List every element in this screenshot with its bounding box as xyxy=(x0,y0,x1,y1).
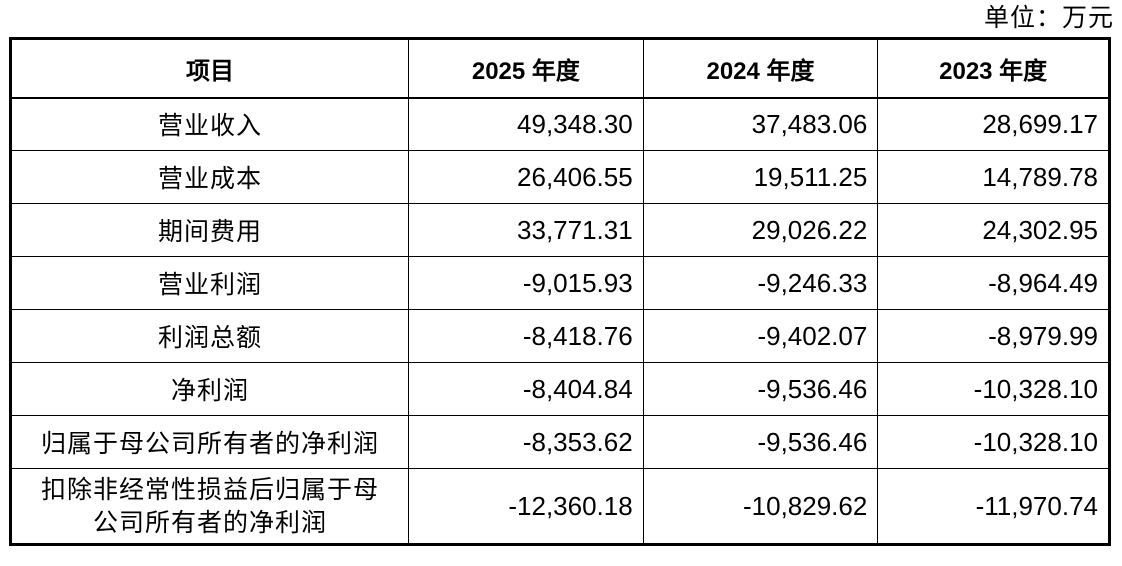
value-cell: -9,536.46 xyxy=(642,362,879,416)
unit-label: 单位：万元 xyxy=(983,3,1114,32)
value-cell: -10,328.10 xyxy=(877,362,1110,416)
row-label: 营业收入 xyxy=(9,97,410,151)
value-cell: 24,302.95 xyxy=(877,203,1110,257)
value-cell: -12,360.18 xyxy=(408,468,644,545)
table-row: 营业利润 -9,015.93 -9,246.33 -8,964.49 xyxy=(9,256,1110,310)
column-header-item: 项目 xyxy=(9,38,410,99)
row-label: 期间费用 xyxy=(9,203,410,257)
row-label-line-1: 扣除非经常性损益后归属于母 xyxy=(41,475,380,504)
value-cell: 29,026.22 xyxy=(642,203,879,257)
table-row: 净利润 -8,404.84 -9,536.46 -10,328.10 xyxy=(9,362,1110,416)
value-cell: 19,511.25 xyxy=(642,150,879,204)
table-row: 归属于母公司所有者的净利润 -8,353.62 -9,536.46 -10,32… xyxy=(9,415,1110,469)
value-cell: -8,404.84 xyxy=(408,362,644,416)
value-cell: 33,771.31 xyxy=(408,203,644,257)
value-cell: -10,829.62 xyxy=(642,468,879,545)
column-header-2025: 2025 年度 xyxy=(408,38,644,99)
value-cell: -9,536.46 xyxy=(642,415,879,469)
value-cell: 26,406.55 xyxy=(408,150,644,204)
value-cell: 14,789.78 xyxy=(877,150,1110,204)
row-label: 净利润 xyxy=(9,362,410,416)
value-cell: 37,483.06 xyxy=(642,97,879,151)
table-header-row: 项目 2025 年度 2024 年度 2023 年度 xyxy=(9,38,1110,99)
row-label: 利润总额 xyxy=(9,309,410,363)
row-label: 归属于母公司所有者的净利润 xyxy=(9,415,410,469)
table-row: 营业成本 26,406.55 19,511.25 14,789.78 xyxy=(9,150,1110,204)
value-cell: 28,699.17 xyxy=(877,97,1110,151)
value-cell: 49,348.30 xyxy=(408,97,644,151)
table-row: 利润总额 -8,418.76 -9,402.07 -8,979.99 xyxy=(9,309,1110,363)
row-label: 扣除非经常性损益后归属于母 公司所有者的净利润 xyxy=(9,468,410,545)
column-header-2023: 2023 年度 xyxy=(877,38,1110,99)
financial-table: 项目 2025 年度 2024 年度 2023 年度 营业收入 49,348.3… xyxy=(9,37,1111,546)
value-cell: -8,979.99 xyxy=(877,309,1110,363)
value-cell: -9,246.33 xyxy=(642,256,879,310)
table-row: 营业收入 49,348.30 37,483.06 28,699.17 xyxy=(9,97,1110,151)
value-cell: -9,015.93 xyxy=(408,256,644,310)
column-header-2024: 2024 年度 xyxy=(642,38,879,99)
value-cell: -8,353.62 xyxy=(408,415,644,469)
value-cell: -9,402.07 xyxy=(642,309,879,363)
value-cell: -8,964.49 xyxy=(877,256,1110,310)
value-cell: -8,418.76 xyxy=(408,309,644,363)
value-cell: -11,970.74 xyxy=(877,468,1110,545)
row-label-line-2: 公司所有者的净利润 xyxy=(93,508,328,537)
row-label: 营业利润 xyxy=(9,256,410,310)
row-label: 营业成本 xyxy=(9,150,410,204)
table-row: 期间费用 33,771.31 29,026.22 24,302.95 xyxy=(9,203,1110,257)
value-cell: -10,328.10 xyxy=(877,415,1110,469)
table-row: 扣除非经常性损益后归属于母 公司所有者的净利润 -12,360.18 -10,8… xyxy=(9,468,1110,545)
